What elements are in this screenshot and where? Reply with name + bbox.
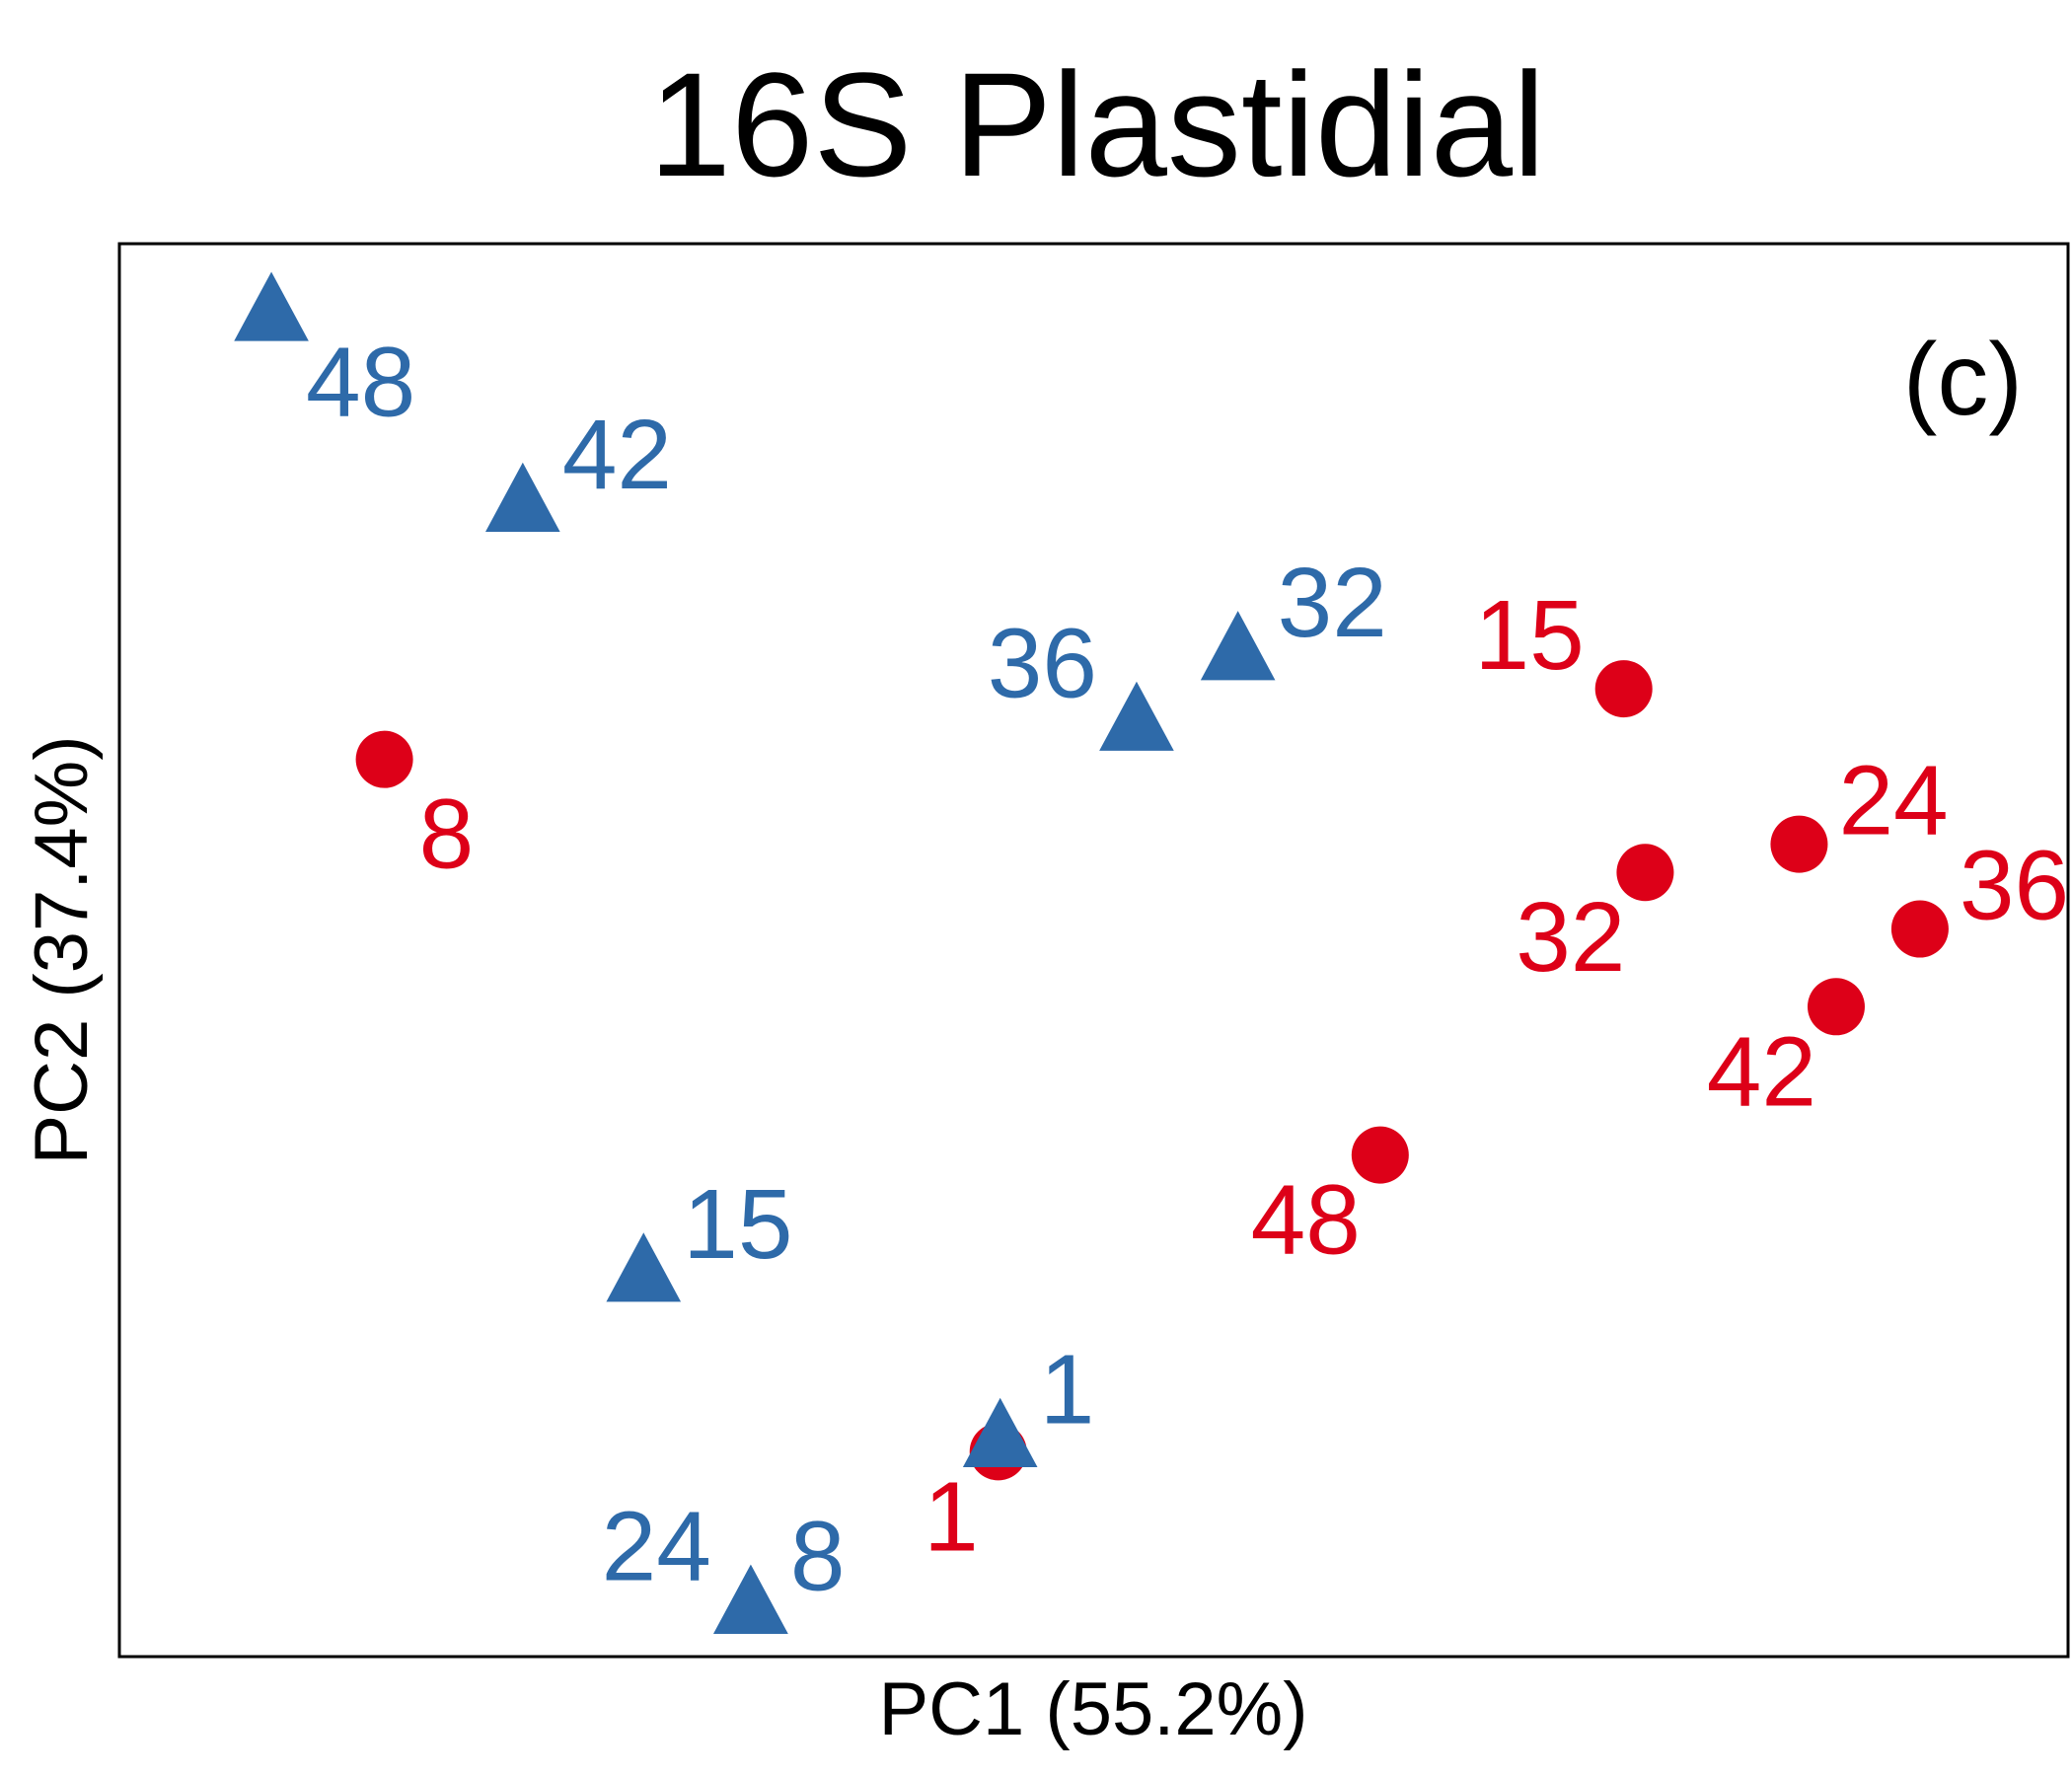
blue-point-label-42: 42 bbox=[562, 400, 672, 510]
blue-triangle-point-48 bbox=[234, 271, 309, 341]
red-point-label-48: 48 bbox=[1251, 1165, 1361, 1276]
red-circle-point-42 bbox=[1807, 978, 1865, 1036]
x-axis-label: PC1 (55.2%) bbox=[878, 1667, 1307, 1751]
red-circle-point-48 bbox=[1351, 1126, 1409, 1184]
data-points: 15 8 24 32 36 42 48 1 48 42 32 36 15 1 24 8 bbox=[234, 271, 2069, 1634]
blue-triangle-point-15 bbox=[606, 1232, 682, 1302]
y-axis-label: PC2 (37.4%) bbox=[20, 735, 104, 1164]
red-point-label-36: 36 bbox=[1960, 831, 2069, 941]
red-circle-point-32 bbox=[1616, 844, 1674, 902]
blue-triangle-point-32 bbox=[1200, 611, 1276, 681]
blue-triangle-point-36 bbox=[1099, 681, 1174, 751]
red-point-label-32: 32 bbox=[1516, 882, 1625, 993]
red-point-label-15: 15 bbox=[1474, 580, 1584, 691]
red-point-label-1: 1 bbox=[924, 1461, 979, 1572]
panel-label: (c) bbox=[1903, 323, 2023, 437]
blue-point-label-36: 36 bbox=[988, 609, 1097, 719]
red-circle-point-24 bbox=[1770, 815, 1828, 873]
blue-triangle-point-42 bbox=[485, 462, 560, 532]
red-circle-point-15 bbox=[1594, 660, 1653, 718]
blue-point-label-15: 15 bbox=[683, 1169, 792, 1280]
blue-point-label-24: 24 bbox=[602, 1492, 711, 1602]
blue-triangle-point-8 bbox=[713, 1564, 788, 1634]
red-circle-point-36 bbox=[1890, 900, 1949, 958]
blue-point-label-48: 48 bbox=[306, 327, 415, 437]
blue-point-label-8: 8 bbox=[790, 1502, 846, 1612]
red-point-label-24: 24 bbox=[1838, 746, 1948, 856]
blue-point-label-1: 1 bbox=[1040, 1335, 1095, 1445]
red-point-label-8: 8 bbox=[419, 779, 475, 890]
blue-triangle-point-1 bbox=[962, 1397, 1038, 1467]
blue-point-label-32: 32 bbox=[1278, 548, 1387, 658]
plot-area-frame bbox=[117, 242, 2070, 1659]
chart-title: 16S Plastidial bbox=[649, 41, 1546, 207]
red-point-label-42: 42 bbox=[1707, 1016, 1816, 1127]
red-circle-point-8 bbox=[355, 730, 413, 788]
